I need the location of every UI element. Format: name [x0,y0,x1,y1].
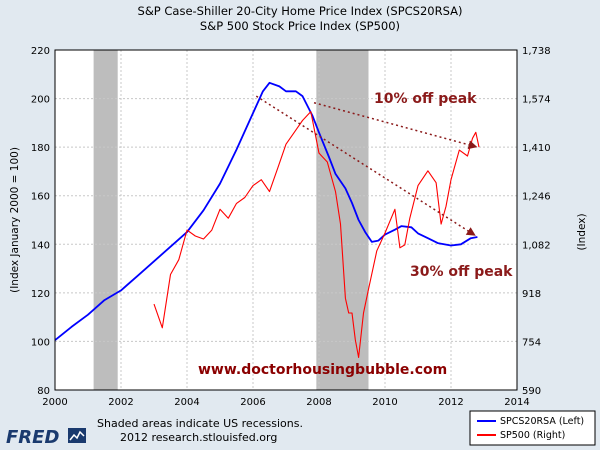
legend-label-case-shiller: SPCS20RSA (Left) [500,416,584,427]
x-tick-label: 2014 [504,397,529,408]
recession-band-0 [93,50,118,390]
annotation-30-off-peak: 30% off peak [410,264,513,280]
series-line-case-shiller [54,81,478,341]
y-left-tick-label: 200 [31,95,50,106]
website-watermark: www.doctorhousingbubble.com [198,362,447,378]
legend: SPCS20RSA (Left) SP500 (Right) [469,410,596,446]
x-tick-label: 2000 [42,397,67,408]
y-left-tick-label: 180 [31,143,50,154]
y-left-tick-label: 120 [31,289,50,300]
x-tick-label: 2006 [240,397,265,408]
y-left-tick-label: 100 [31,337,50,348]
y-right-tick-label: 1,082 [522,240,551,251]
y-right-tick-label: 918 [522,289,541,300]
y-right-tick-label: 1,738 [522,46,551,57]
y-right-axis-label: (Index) [576,213,588,250]
gridlines [55,50,517,390]
legend-box [469,410,596,446]
y-right-tick-label: 1,574 [522,95,551,106]
x-axis-ticks: 2000 2002 2004 2006 2008 2010 2012 2014 [42,397,529,408]
annotation-10-off-peak: 10% off peak [374,91,477,107]
recession-band-1 [316,50,369,390]
y-right-axis-ticks: 590 754 918 1,082 1,246 1,410 1,574 1,738 [522,46,551,397]
source-note: 2012 research.stlouisfed.org [120,431,277,444]
fred-logo[interactable]: FRED [6,427,86,448]
fred-logo-chart-icon [69,430,85,441]
fred-logo-icon [68,428,86,443]
y-left-axis-ticks: 80 100 120 140 160 180 200 220 [31,46,50,397]
recession-note: Shaded areas indicate US recessions. [97,417,303,430]
x-tick-label: 2008 [306,397,331,408]
x-tick-label: 2004 [174,397,199,408]
plot-area [54,49,518,391]
chart-title: S&P Case-Shiller 20-City Home Price Inde… [138,4,463,18]
series-lines [54,81,480,358]
y-left-tick-label: 220 [31,46,50,57]
plot-border [54,49,518,391]
fred-logo-text: FRED [6,427,59,448]
y-left-tick-label: 160 [31,192,50,203]
recession-shading [93,50,369,390]
y-right-tick-label: 754 [522,337,541,348]
legend-label-sp500: SP500 (Right) [500,430,565,441]
y-right-tick-label: 1,410 [522,143,551,154]
chart-subtitle: S&P 500 Stock Price Index (SP500) [200,19,400,33]
series-line-sp500 [153,111,480,358]
arrow-30-off-peak [255,95,477,237]
y-left-tick-label: 80 [37,386,50,397]
y-left-axis-label: (Index January 2000 = 100) [9,147,21,293]
y-right-tick-label: 1,246 [522,192,551,203]
x-tick-label: 2002 [108,397,133,408]
annotation-arrows [255,95,478,237]
arrow-10-off-peak [313,101,478,150]
x-tick-label: 2012 [438,397,463,408]
y-left-tick-label: 140 [31,240,50,251]
x-tick-label: 2010 [372,397,397,408]
y-right-tick-label: 590 [522,386,541,397]
